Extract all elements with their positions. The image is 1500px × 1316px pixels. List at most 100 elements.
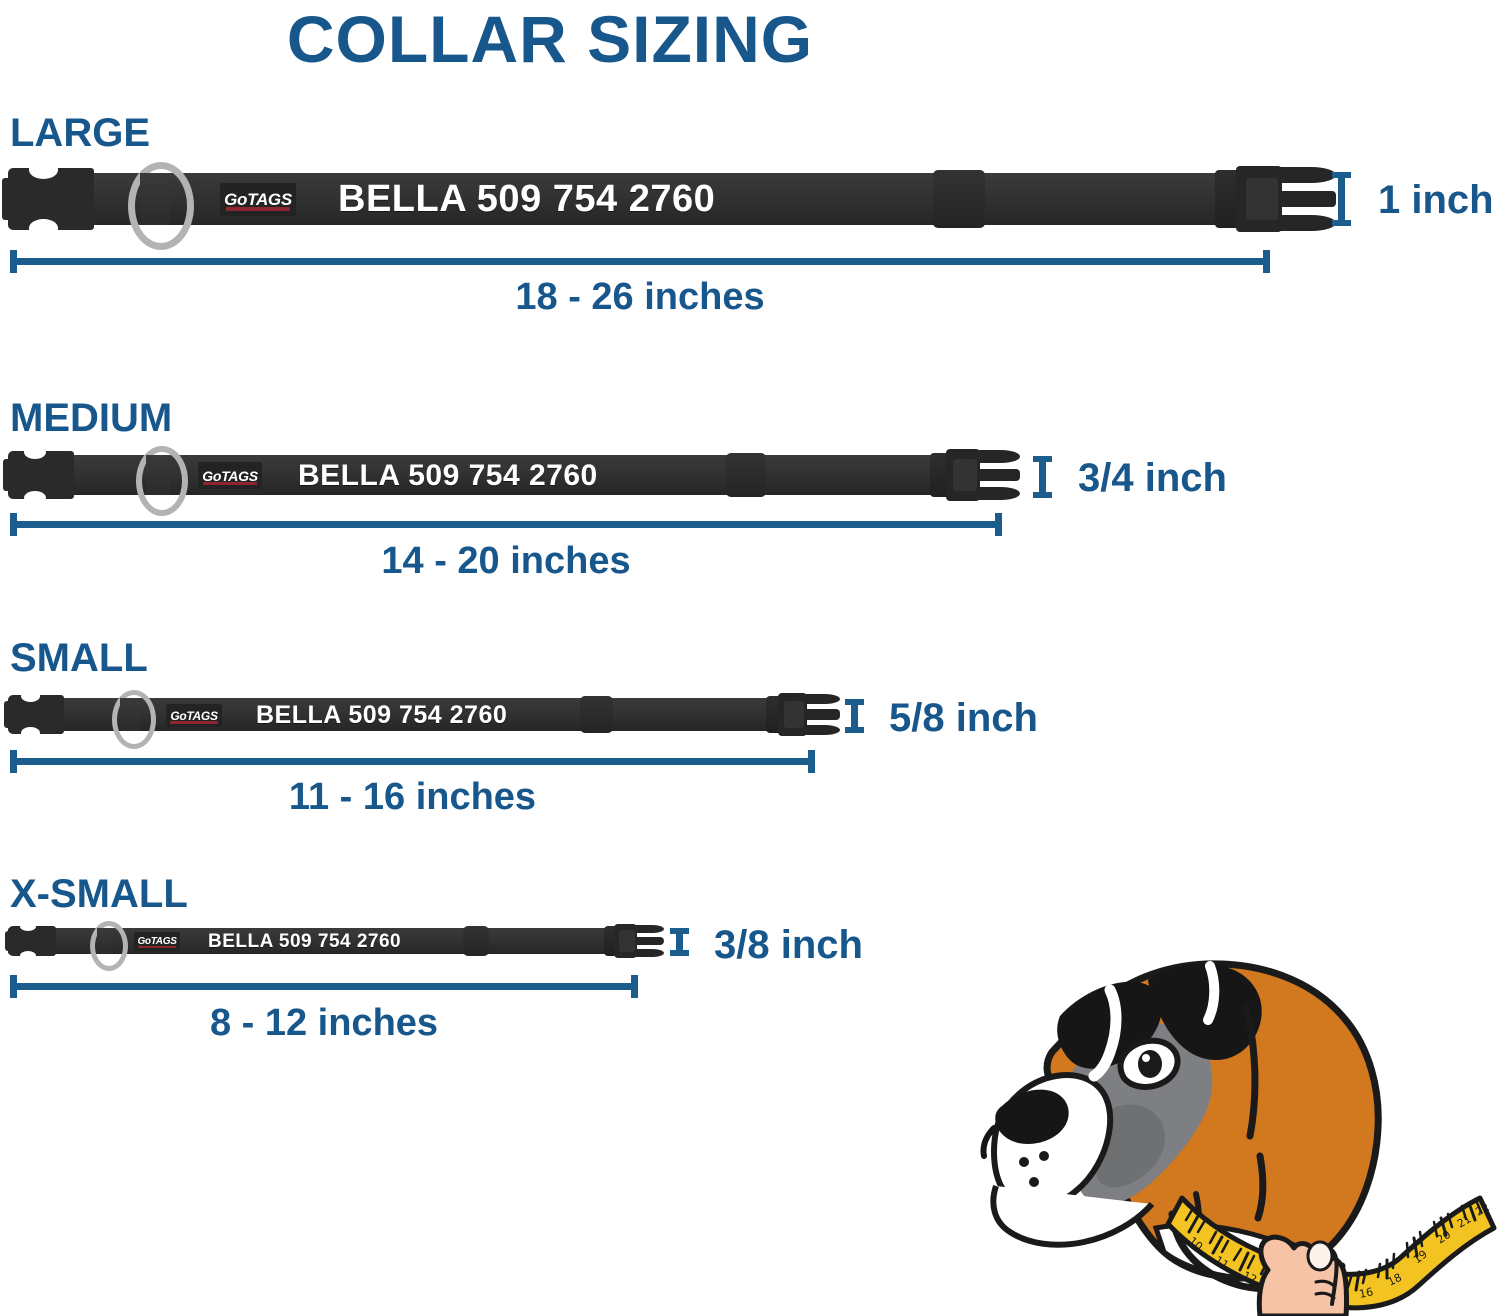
size-label-small: SMALL [10, 636, 148, 680]
logo-underline [203, 482, 257, 486]
width-label-large: 1 inch [1378, 178, 1494, 222]
engraved-name-text: BELLA 509 754 2760 [256, 701, 508, 729]
length-label-medium: 14 - 20 inches [381, 540, 631, 582]
whisker-dot [1039, 1151, 1049, 1161]
length-label-small: 11 - 16 inches [288, 776, 537, 818]
buckle-nub [4, 701, 11, 728]
female-buckle-icon [3, 445, 74, 505]
length-label-large: 18 - 26 inches [515, 276, 765, 318]
size-row-medium: MEDIUM GoTAGS BELLA 509 754 2760 14 - 20… [0, 0, 1500, 580]
strap-keeper-slider [933, 169, 985, 229]
page-title: COLLAR SIZING [286, 2, 814, 76]
length-dimension-line-xsmall [10, 975, 638, 998]
size-label-medium: MEDIUM [10, 396, 173, 440]
gotags-logo-patch: GoTAGS [198, 462, 262, 489]
size-row-large: LARGE GoTAGS BELLA 509 754 2760 18 - 26 … [0, 0, 1500, 320]
male-buckle-body [946, 449, 981, 501]
dog-pupil [1138, 1050, 1162, 1078]
size-row-xsmall: X-SMALL GoTAGS BELLA 509 754 2760 8 - 12… [0, 0, 1500, 1042]
d-ring-strap-fill [146, 455, 170, 495]
buckle-prong-middle [635, 937, 664, 945]
gotags-logo-text: GoTAGS [224, 190, 292, 209]
d-ring-icon [112, 690, 156, 749]
tape-number: 11 [1212, 1254, 1231, 1272]
d-ring-strap-fill [97, 928, 113, 954]
dog-measuring-illustration: 10 11 12 13 14 15 16 18 19 20 21 22 [960, 960, 1500, 1316]
length-dimension-line-large [10, 250, 1270, 273]
gotags-logo-patch: GoTAGS [134, 932, 180, 951]
male-buckle-body [614, 924, 637, 958]
whisker-dot [1019, 1157, 1029, 1167]
d-ring-icon [128, 162, 194, 250]
hand-icon [1256, 1234, 1349, 1316]
width-label-small: 5/8 inch [889, 696, 1038, 740]
dog-cheek-line-1 [1242, 1002, 1259, 1140]
strap-retainer [930, 452, 950, 498]
logo-underline [137, 946, 177, 949]
whisker-dot [1029, 1177, 1039, 1187]
tape-number: 18 [1386, 1271, 1404, 1289]
engraved-name-text: BELLA 509 754 2760 [338, 178, 716, 220]
male-buckle-icon [778, 693, 840, 736]
strap-keeper-slider [726, 452, 766, 498]
buckle-prong-bottom [1278, 214, 1336, 231]
fingernail [1306, 1240, 1334, 1272]
male-buckle-inset [784, 700, 805, 728]
buckle-prong-bottom [977, 487, 1020, 500]
tape-number: 12 [1241, 1269, 1259, 1287]
size-label-large: LARGE [10, 111, 150, 155]
width-dimension-bar-medium [1033, 456, 1052, 498]
dog-brow-stripe [1088, 984, 1122, 1082]
d-ring-strap-fill [140, 173, 170, 225]
width-label-xsmall: 3/8 inch [714, 923, 863, 967]
male-buckle-icon [1236, 165, 1336, 233]
knuckle-crease [1314, 1291, 1336, 1300]
buckle-prong-top [804, 694, 840, 705]
collar-strap [8, 173, 1276, 225]
male-buckle-icon [614, 924, 664, 958]
width-dimension-bar-small [845, 699, 864, 733]
logo-underline [170, 721, 218, 724]
gotags-logo-patch: GoTAGS [166, 704, 222, 727]
buckle-nub [1, 178, 13, 220]
buckle-prong-top [635, 925, 664, 933]
width-dimension-bar-xsmall [670, 928, 689, 956]
male-buckle-inset [619, 930, 636, 952]
size-label-xsmall: X-SMALL [10, 872, 188, 916]
buckle-prong-top [1278, 167, 1336, 184]
dog-eye-glint [1142, 1054, 1150, 1062]
dog-ear [1148, 964, 1262, 1060]
logo-underline [226, 207, 290, 212]
dog-ear-highlight [1203, 961, 1220, 1025]
gotags-logo-text: GoTAGS [202, 467, 258, 484]
d-ring-icon [136, 446, 188, 516]
male-buckle-body [1236, 165, 1282, 233]
length-label-xsmall: 8 - 12 inches [209, 1002, 439, 1044]
gotags-logo-text: GoTAGS [137, 935, 177, 947]
dog-cheek-line-2 [1254, 1152, 1267, 1222]
buckle-prong-middle [1278, 191, 1336, 207]
length-dimension-line-small [10, 750, 815, 773]
buckle-prong-middle [804, 709, 840, 720]
dog-nose-line [980, 1125, 997, 1159]
male-buckle-icon [946, 449, 1020, 501]
buckle-prong-middle [977, 468, 1020, 482]
collar-medium: GoTAGS BELLA 509 754 2760 [3, 445, 1020, 516]
female-buckle-icon [4, 689, 64, 739]
collar-small: GoTAGS BELLA 509 754 2760 [4, 689, 840, 749]
collar-xsmall: GoTAGS BELLA 509 754 2760 [4, 921, 668, 971]
male-buckle-inset [1246, 177, 1279, 221]
engraved-name-text: BELLA 509 754 2760 [298, 459, 598, 492]
male-buckle-inset [953, 458, 978, 492]
tape-number: 20 [1434, 1228, 1453, 1247]
knuckle-crease [1314, 1279, 1336, 1288]
tape-number: 16 [1358, 1285, 1374, 1301]
tape-number: 22 [1473, 1201, 1491, 1219]
width-label-medium: 3/4 inch [1078, 456, 1227, 500]
gotags-logo-patch: GoTAGS [220, 183, 296, 216]
d-ring-strap-fill [120, 698, 140, 731]
tape-number: 21 [1455, 1212, 1474, 1230]
female-buckle-icon [1, 160, 94, 239]
buckle-prong-bottom [635, 949, 664, 957]
size-row-small: SMALL GoTAGS BELLA 509 754 2760 11 - 16 … [0, 0, 1500, 816]
